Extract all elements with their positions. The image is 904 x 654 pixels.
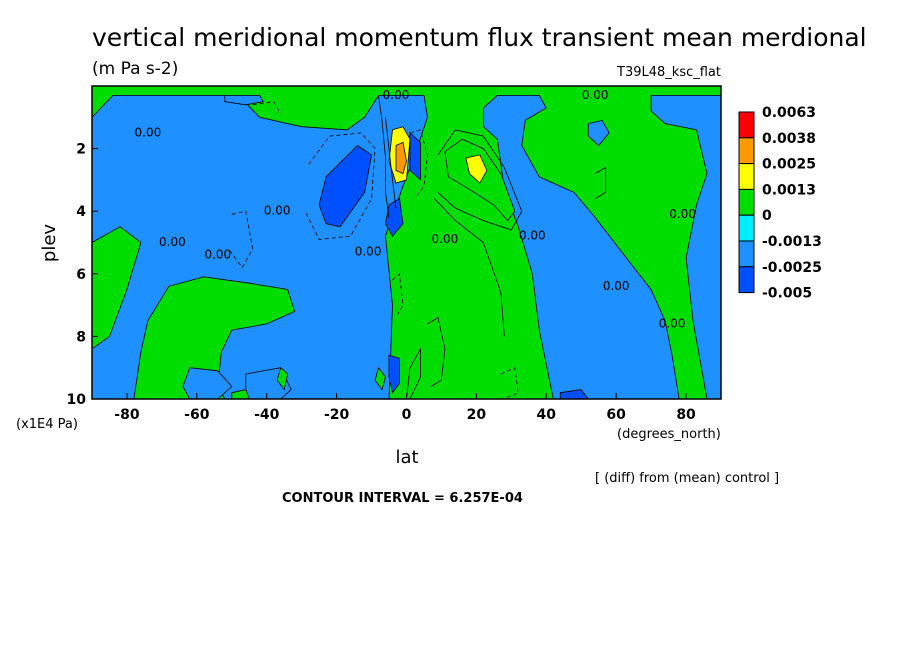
colorbar-label: 0.0063	[762, 105, 816, 121]
contour-line	[252, 101, 282, 115]
contour-region-blue-eq-mid	[385, 198, 404, 237]
x-tick-label: 60	[606, 407, 626, 423]
contour-region-cyan-east-band	[482, 95, 680, 399]
y-tick-label: 8	[76, 329, 86, 345]
contour-fill-layer	[92, 95, 721, 399]
y-tick-label: 4	[76, 204, 86, 220]
contour-label-layer: 0.00 0.00 0.00 0.00 0.00 0.00 0.00 0.00 0.00 0.00…	[135, 88, 696, 330]
x-tick-label: -60	[184, 407, 210, 423]
contour-region-cyan-high	[224, 95, 264, 106]
y-tick-label: 10	[67, 392, 87, 408]
units-label: (m Pa s-2)	[92, 59, 178, 79]
y-tick-label: 6	[76, 267, 86, 283]
contour-region-yellow-low-50S	[231, 389, 250, 399]
colorbar-swatch	[738, 188, 755, 216]
contour-label: 0.00	[264, 204, 291, 218]
contour-region-blue-eq-upper	[409, 132, 421, 181]
colorbar-swatch	[738, 214, 755, 242]
contour-region-yellow-low-8S	[374, 366, 386, 391]
x-tick-label: 40	[537, 407, 557, 423]
contour-label: 0.00	[519, 229, 546, 243]
x-axis-label: lat	[395, 447, 418, 468]
contour-region-red-eq	[395, 141, 407, 175]
colorbar: 0.0063 0.0038 0.0025 0.0013 0 -0.0013 -0.0025 -…	[738, 105, 822, 302]
contour-interval: CONTOUR INTERVAL = 6.257E-04	[282, 491, 523, 506]
colorbar-label: 0	[762, 208, 772, 224]
contour-line	[409, 129, 428, 196]
chart-title: vertical meridional momentum flux transi…	[92, 23, 867, 52]
colorbar-swatch	[738, 163, 755, 190]
colorbar-label: 0.0025	[762, 157, 816, 173]
contour-label: 0.00	[432, 232, 459, 246]
y-tick-label: 2	[76, 142, 86, 158]
contour-region-blue-20S	[318, 144, 373, 228]
x-units-label: (degrees_north)	[617, 427, 721, 442]
contour-label: 0.00	[135, 125, 162, 139]
contour-label: 0.00	[669, 207, 696, 221]
contour-line	[594, 166, 607, 200]
contour-label: 0.00	[582, 88, 609, 102]
colorbar-label: -0.005	[762, 286, 812, 302]
contour-region-cyan-low-60s	[182, 367, 233, 399]
contour-label: 0.00	[159, 235, 186, 249]
colorbar-swatch	[738, 137, 755, 165]
colorbar-label: 0.0038	[762, 131, 816, 147]
y-axis: 2 4 6 8 10	[67, 142, 98, 408]
x-tick-label: 80	[676, 407, 696, 423]
x-tick-label: -40	[254, 407, 280, 423]
contour-region-orange-20N	[465, 154, 488, 184]
colorbar-label: -0.0025	[762, 260, 822, 276]
colorbar-label: 0.0013	[762, 182, 816, 198]
contour-line-layer	[227, 95, 607, 399]
contour-label: 0.00	[204, 248, 231, 262]
y-units-label: (x1E4 Pa)	[16, 417, 78, 432]
colorbar-label: -0.0013	[762, 234, 822, 250]
contour-label: 0.00	[659, 316, 686, 330]
contour-label: 0.00	[355, 244, 382, 258]
x-tick-label: 20	[467, 407, 487, 423]
x-tick-label: 0	[402, 407, 412, 423]
contour-line	[378, 95, 390, 218]
contour-label: 0.00	[603, 279, 630, 293]
diff-note: [ (diff) from (mean) control ]	[595, 471, 779, 486]
colorbar-swatch	[738, 111, 755, 139]
contour-line	[227, 210, 254, 269]
x-axis: -80 -60 -40 -20 0 20 40 60 80	[114, 393, 696, 423]
y-axis-label: plev	[39, 224, 60, 263]
x-tick-label: -20	[324, 407, 350, 423]
contour-line	[304, 132, 376, 240]
colorbar-swatch	[738, 266, 755, 294]
contour-region-blue-low-48	[559, 389, 589, 399]
contour-region-yellow-low-35S	[276, 366, 289, 391]
model-label: T39L48_ksc_flat	[616, 65, 721, 80]
contour-region-yellow-low-eq	[406, 347, 421, 399]
x-tick-label: -80	[114, 407, 140, 423]
contour-line	[500, 367, 519, 399]
contour-line	[385, 117, 397, 209]
colorbar-swatch	[738, 240, 755, 268]
contour-line	[427, 316, 446, 387]
contour-region-cyan-northpole	[650, 95, 721, 399]
contour-region-cyan-sth-small	[587, 119, 610, 147]
contour-region-blue-eq-low	[388, 354, 400, 394]
contour-line	[437, 129, 523, 231]
contour-line	[434, 198, 505, 337]
contour-label: 0.00	[383, 88, 410, 102]
